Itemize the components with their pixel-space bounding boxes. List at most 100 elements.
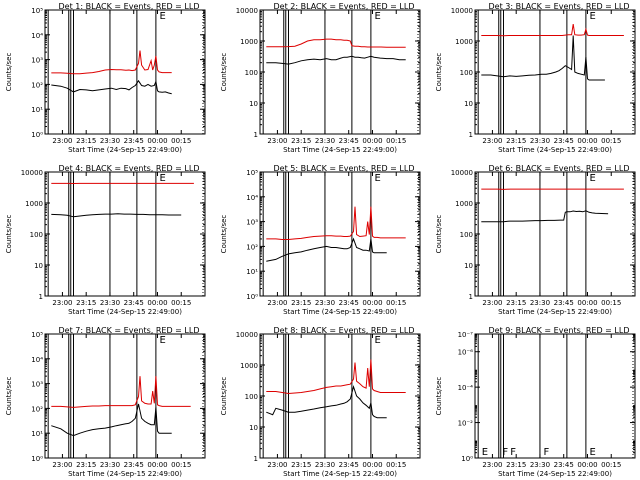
flag-label: E: [374, 173, 380, 184]
y-tick-label: 10³: [246, 219, 258, 227]
x-tick-label: 23:15: [506, 461, 526, 469]
chart-panel-2: Det 2: BLACK = Events, RED = LLD Counts/s…: [220, 2, 421, 154]
y-tick-label: 1000: [25, 200, 43, 208]
x-tick-label: 23:30: [315, 461, 335, 469]
x-tick-label: 00:00: [147, 299, 167, 307]
x-tick-label: 23:45: [124, 461, 144, 469]
x-axis-label: Start Time (24-Sep-15 22:49:00): [68, 470, 182, 478]
y-tick-label: 1000: [240, 362, 258, 370]
y-tick-label: 10000: [236, 331, 258, 339]
x-tick-label: 23:00: [267, 299, 287, 307]
y-tick-label: 100: [460, 231, 473, 239]
chart-title: Det 1: BLACK = Events, RED = LLD: [59, 2, 200, 11]
x-tick-label: 23:45: [339, 137, 359, 145]
y-tick-label: 10⁰: [31, 455, 43, 463]
x-axis-label: Start Time (24-Sep-15 22:49:00): [498, 308, 612, 316]
x-tick-label: 23:30: [530, 299, 550, 307]
y-axis-label: Counts/sec: [435, 53, 443, 92]
x-tick-label: 23:45: [339, 461, 359, 469]
series-events-line: [51, 403, 172, 437]
flag-label: F: [502, 447, 508, 458]
x-tick-label: 23:30: [100, 461, 120, 469]
x-tick-label: 23:00: [482, 137, 502, 145]
y-tick-label: 10²: [31, 81, 43, 89]
series-events-line: [266, 237, 387, 262]
y-axis-label: Counts/sec: [5, 377, 13, 416]
y-tick-label: 10⁻²: [458, 420, 474, 428]
series-events-line: [51, 213, 182, 218]
x-axis-label: Start Time (24-Sep-15 22:49:00): [283, 470, 397, 478]
y-axis-label: Counts/sec: [5, 53, 13, 92]
x-tick-label: 23:45: [124, 299, 144, 307]
flag-label: E: [159, 173, 165, 184]
series-events-line: [266, 384, 387, 419]
x-tick-label: 23:45: [554, 299, 574, 307]
series-lld-line: [481, 24, 624, 37]
x-axis-label: Start Time (24-Sep-15 22:49:00): [68, 146, 182, 154]
y-tick-label: 10²: [31, 405, 43, 413]
y-tick-label: 10⁵: [246, 169, 258, 177]
y-tick-label: 10⁻⁶: [458, 349, 474, 357]
x-tick-label: 23:15: [76, 461, 96, 469]
y-axis-label: Counts/sec: [5, 215, 13, 254]
y-tick-label: 10000: [236, 7, 258, 15]
y-tick-label: 10⁻⁴: [458, 384, 474, 392]
y-tick-label: 10¹: [31, 430, 43, 438]
y-tick-label: 1000: [240, 38, 258, 46]
y-tick-label: 10⁰: [461, 455, 473, 463]
y-tick-label: 100: [460, 69, 473, 77]
y-tick-label: 100: [30, 231, 43, 239]
x-tick-label: 00:00: [362, 299, 382, 307]
x-tick-label: 00:15: [601, 461, 621, 469]
x-tick-label: 23:00: [482, 461, 502, 469]
x-tick-label: 23:00: [52, 299, 72, 307]
chart-title: Det 4: BLACK = Events, RED = LLD: [59, 164, 200, 173]
series-events-line: [481, 35, 605, 81]
x-tick-label: 00:15: [386, 137, 406, 145]
flag-label: F: [544, 447, 550, 458]
plot-frame: [44, 333, 206, 459]
plot-frame: [474, 333, 636, 459]
y-tick-label: 10³: [31, 381, 43, 389]
y-tick-label: 1: [254, 455, 258, 463]
x-tick-label: 23:30: [315, 137, 335, 145]
chart-title: Det 3: BLACK = Events, RED = LLD: [489, 2, 630, 11]
y-tick-label: 1: [469, 293, 473, 301]
flag-label: E: [589, 173, 595, 184]
y-axis-label: Counts/sec: [220, 53, 228, 92]
y-tick-label: 1000: [455, 38, 473, 46]
chart-panel-9: Det 9: BLACK = Events, RED = LLD Counts/s…: [435, 326, 636, 478]
y-tick-label: 10¹: [31, 106, 43, 114]
x-tick-label: 00:15: [601, 137, 621, 145]
x-tick-label: 00:00: [362, 461, 382, 469]
plot-frame: [44, 9, 206, 135]
y-tick-label: 10: [464, 262, 473, 270]
chart-panel-7: Det 7: BLACK = Events, RED = LLD Counts/s…: [5, 326, 206, 478]
series-lld-line: [266, 359, 406, 395]
y-tick-label: 10: [249, 100, 258, 108]
flag-label: E: [374, 11, 380, 22]
chart-title: Det 8: BLACK = Events, RED = LLD: [274, 326, 415, 335]
flag-label: E: [159, 335, 165, 346]
x-tick-label: 23:15: [506, 299, 526, 307]
y-tick-label: 1000: [455, 200, 473, 208]
y-tick-label: 10⁰: [31, 131, 43, 139]
series-events-line: [51, 79, 172, 95]
y-tick-label: 10⁴: [31, 32, 43, 40]
x-tick-label: 23:45: [554, 461, 574, 469]
chart-panel-6: Det 6: BLACK = Events, RED = LLD Counts/s…: [435, 164, 636, 316]
x-tick-label: 00:00: [362, 137, 382, 145]
chart-title: Det 9: BLACK = Events, RED = LLD: [489, 326, 630, 335]
chart-title: Det 6: BLACK = Events, RED = LLD: [489, 164, 630, 173]
plot-frame: [259, 171, 421, 297]
x-tick-label: 23:15: [291, 299, 311, 307]
y-tick-label: 10000: [21, 169, 43, 177]
y-tick-label: 10⁴: [246, 194, 258, 202]
y-tick-label: 10000: [451, 169, 473, 177]
x-tick-label: 23:30: [530, 461, 550, 469]
y-tick-label: 1: [39, 293, 43, 301]
x-tick-label: 23:00: [52, 461, 72, 469]
series-events-line: [481, 210, 609, 223]
series-events-line: [266, 55, 406, 65]
